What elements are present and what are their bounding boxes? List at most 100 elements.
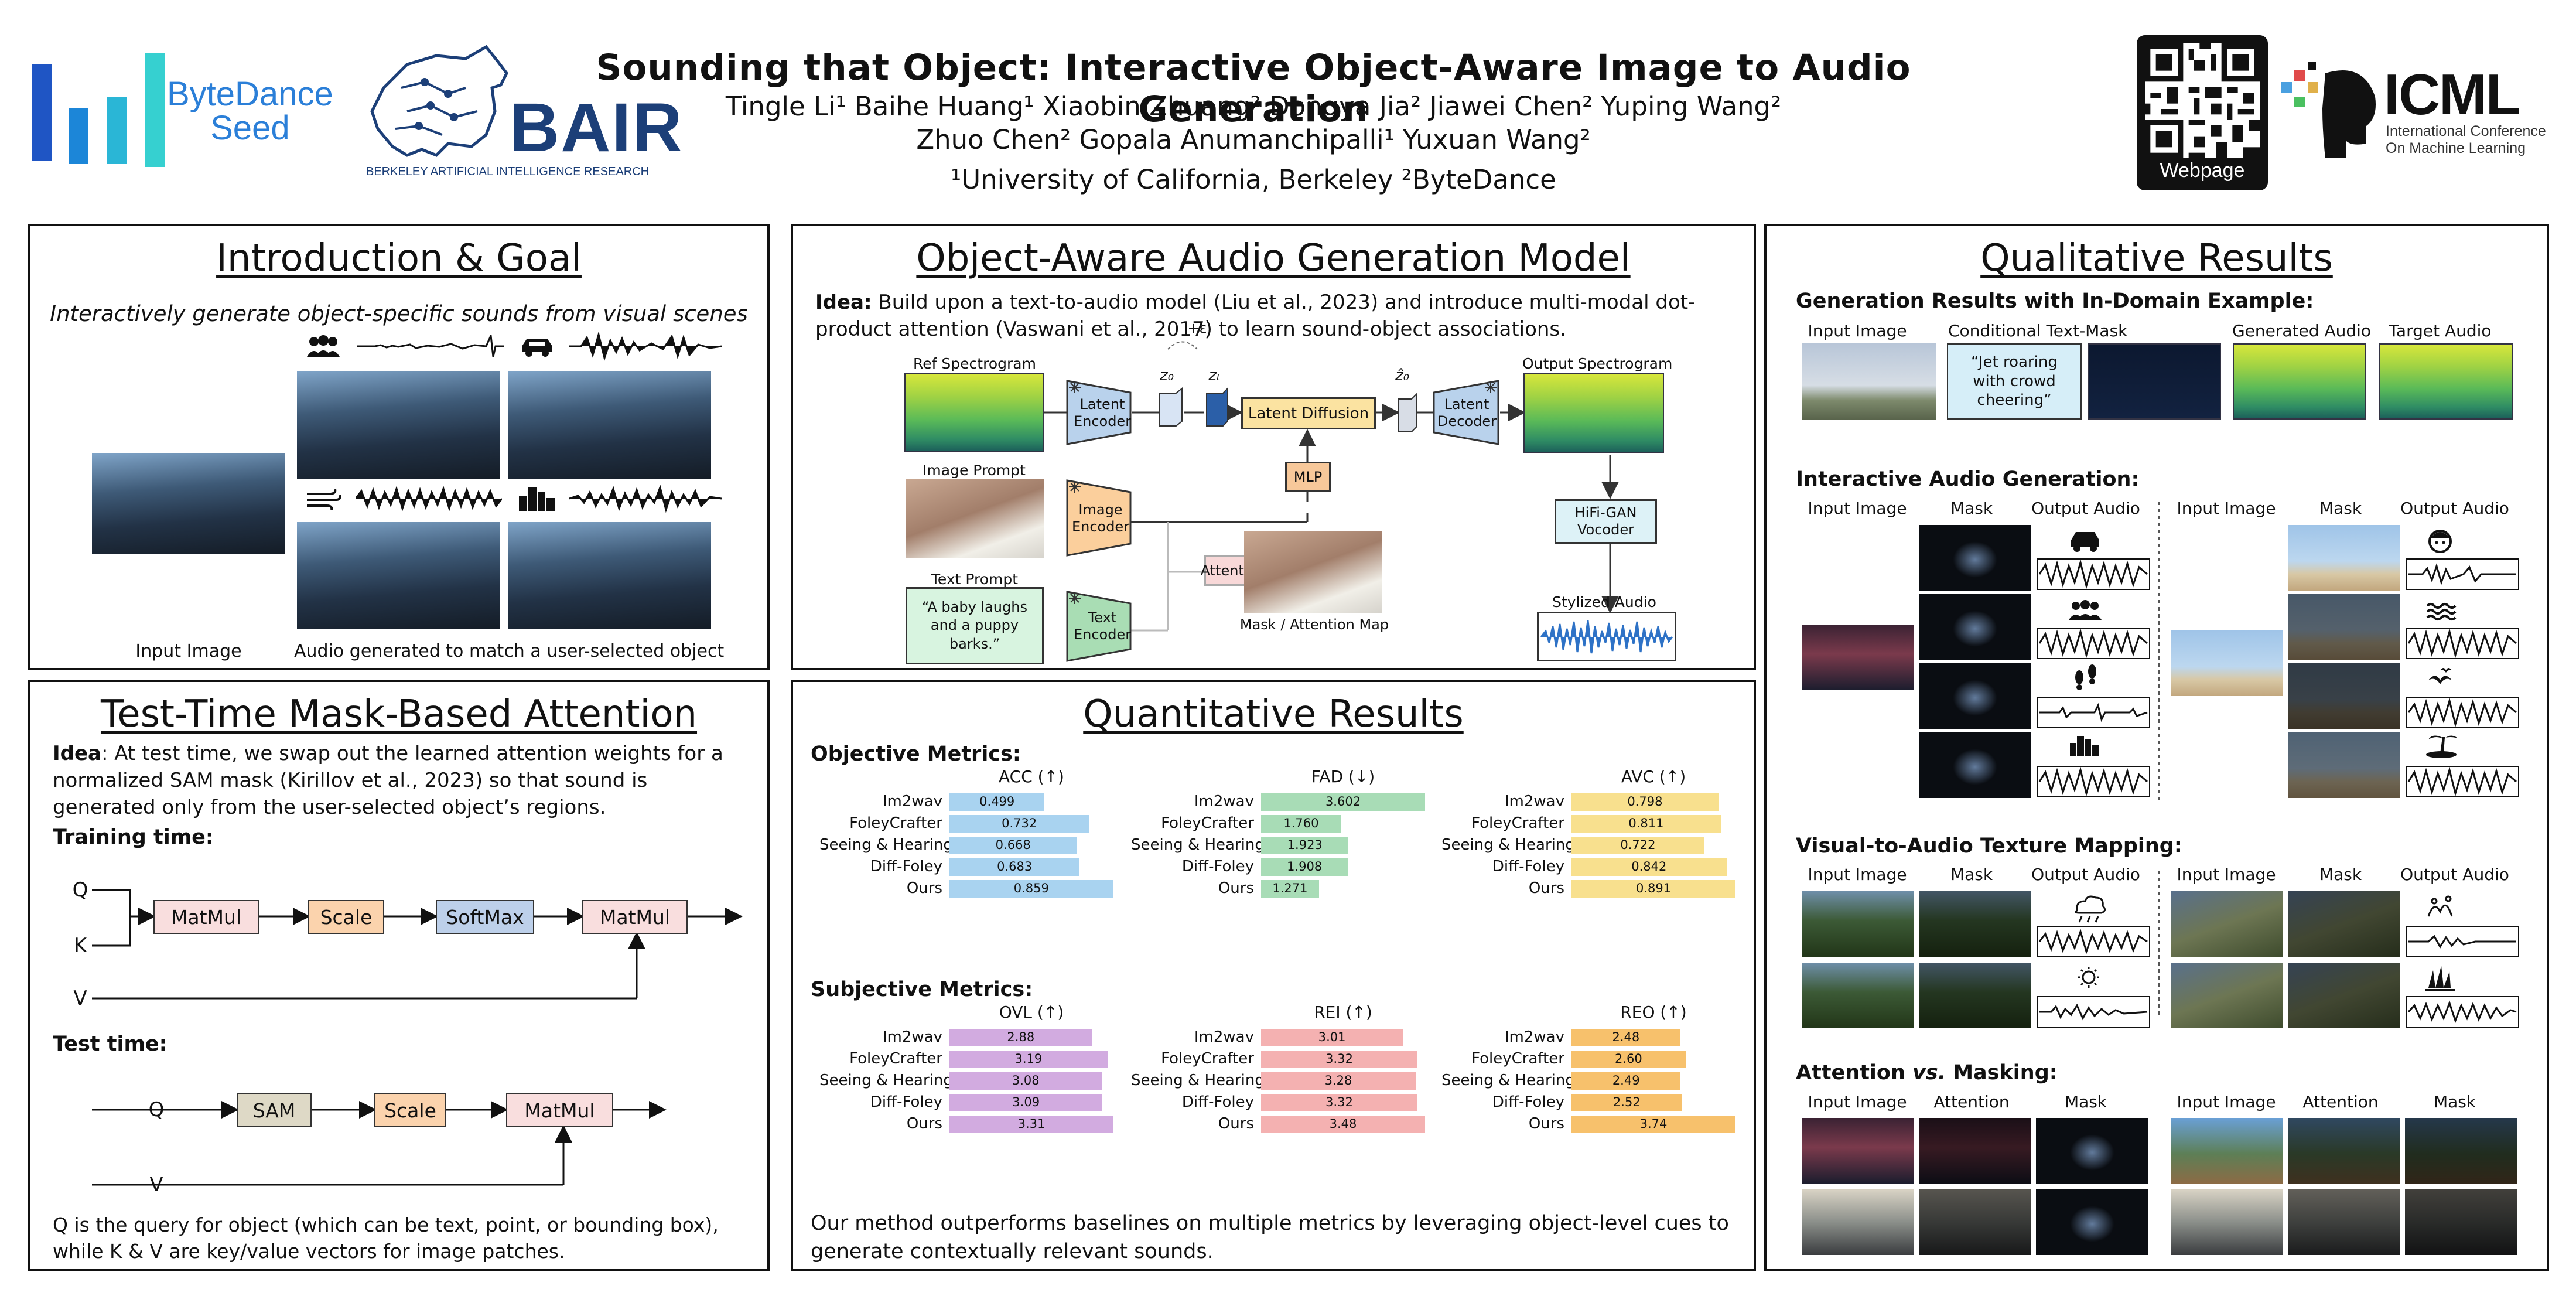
image-encoder-block — [1066, 479, 1132, 557]
snowflake-icon — [1485, 381, 1497, 393]
bar-category-label: Diff-Foley — [1492, 1093, 1564, 1111]
icml-subtitle: International Conference On Machine Lear… — [2386, 123, 2546, 156]
attn-mask-3 — [2405, 1118, 2517, 1184]
bar-category-label: Ours — [1218, 1115, 1254, 1133]
bar-value-label: 0.891 — [1635, 881, 1672, 895]
bair-text: BAIR — [510, 89, 684, 166]
bar-value-label: 2.52 — [1612, 1095, 1641, 1109]
gen-text-condition: “Jet roaring with crowd cheering” — [1947, 343, 2082, 420]
bar-value-label: 0.668 — [995, 838, 1031, 852]
intro-image-4 — [508, 522, 711, 629]
bytedance-bars-icon — [32, 53, 165, 167]
image-prompt-label: Image Prompt — [923, 462, 1026, 479]
bar-value-label: 2.88 — [1007, 1030, 1035, 1044]
attn-mask-2 — [2036, 1189, 2148, 1255]
intro-image-3 — [297, 522, 500, 629]
webpage-qr-code[interactable]: Webpage — [2137, 35, 2268, 190]
bar-category-label: Im2wav — [882, 793, 942, 810]
gen-generated-audio — [2233, 343, 2366, 420]
inter-input-left — [1802, 625, 1914, 690]
introduction-tagline: Interactively generate object-specific s… — [50, 301, 748, 326]
city-icon — [519, 487, 555, 511]
bar-category-label: Seeing & Hearing — [1131, 836, 1265, 854]
intro-waveform-2 — [569, 332, 722, 361]
bar-value-label: 3.32 — [1325, 1052, 1353, 1066]
bar — [949, 1072, 1102, 1090]
model-panel: Object-Aware Audio Generation Model Idea… — [791, 224, 1756, 670]
bar-value-label: 3.31 — [1017, 1117, 1046, 1131]
bar-category-label: Seeing & Hearing — [1441, 1072, 1575, 1089]
bar — [949, 815, 1089, 833]
bar-category-label: Seeing & Hearing — [1441, 836, 1575, 854]
bair-logo: BAIR BERKELEY ARTIFICIAL INTELLIGENCE RE… — [366, 41, 682, 187]
model-title: Object-Aware Audio Generation Model — [916, 237, 1631, 280]
bar-category-label: FoleyCrafter — [1161, 1050, 1254, 1068]
bar-value-label: 3.32 — [1325, 1095, 1353, 1109]
attn-input-1 — [1802, 1118, 1914, 1184]
bar-value-label: 0.842 — [1631, 860, 1667, 874]
eps-label: +ε — [1187, 320, 1207, 336]
bar-value-label: 3.28 — [1324, 1073, 1352, 1087]
intro-waveform-3 — [356, 486, 502, 512]
bear-icon — [370, 45, 508, 157]
quantitative-title: Quantitative Results — [1083, 693, 1464, 736]
bar — [1571, 858, 1727, 876]
bar-value-label: 3.74 — [1639, 1117, 1668, 1131]
bar-value-label: 0.798 — [1627, 794, 1663, 809]
bar — [949, 1051, 1108, 1068]
bar-category-label: FoleyCrafter — [849, 1050, 942, 1068]
stylized-audio-label: Stylized Audio — [1552, 594, 1656, 611]
intro-image-2 — [508, 371, 711, 479]
texture-icons-waves — [2037, 895, 2519, 1028]
bar-category-label: FoleyCrafter — [849, 814, 942, 832]
bar — [949, 1116, 1113, 1133]
image-encoder-label: Image Encoder — [1071, 502, 1130, 535]
bar-value-label: 3.09 — [1012, 1095, 1040, 1109]
bar — [1571, 815, 1721, 833]
birds-icon — [2428, 668, 2452, 684]
mlp-block: MLP — [1285, 462, 1331, 492]
gen-input-image — [1802, 343, 1936, 420]
text-prompt-box: “A baby laughs and a puppy barks.” — [906, 587, 1044, 664]
texture-col-audio-left: Output Audio — [2031, 865, 2140, 884]
output-latent-cube — [1398, 393, 1417, 432]
train-v-label: V — [73, 987, 87, 1010]
city-icon — [2070, 736, 2099, 756]
bar-value-label: 3.602 — [1325, 794, 1361, 809]
output-spectrogram-label: Output Spectrogram — [1522, 355, 1673, 372]
bar — [1261, 858, 1348, 876]
bar-value-label: 0.811 — [1628, 816, 1664, 830]
bar-category-label: Seeing & Hearing — [819, 836, 953, 854]
chart-title: OVL (↑) — [999, 1002, 1064, 1022]
qualitative-title: Qualitative Results — [1980, 237, 2333, 280]
attn-attention-1 — [1919, 1118, 2031, 1184]
hifigan-block: HiFi-GAN Vocoder — [1555, 499, 1657, 544]
snowflake-icon — [1069, 592, 1081, 604]
quantitative-conclusion: Our method outperforms baselines on mult… — [811, 1212, 1729, 1264]
inter-mask-left-4 — [1919, 732, 2031, 798]
zt-label: zₜ — [1208, 367, 1221, 384]
bar — [949, 858, 1080, 876]
bar-category-label: Seeing & Hearing — [1131, 1072, 1265, 1089]
qr-label: Webpage — [2160, 159, 2245, 182]
bar — [1571, 793, 1719, 811]
testtime-idea: Idea: At test time, we swap out the lear… — [53, 742, 723, 819]
latent-diffusion-block: Latent Diffusion — [1241, 397, 1376, 429]
bar — [1571, 1029, 1680, 1046]
z0-label: z₀ — [1159, 367, 1174, 384]
bar-value-label: 0.683 — [997, 860, 1033, 874]
inter-mask-left-3 — [1919, 663, 2031, 729]
generation-title: Generation Results with In-Domain Exampl… — [1796, 289, 2314, 313]
bar — [949, 1094, 1103, 1111]
waves-icon — [2426, 603, 2457, 620]
inter-col-mask-left: Mask — [1950, 499, 1993, 518]
bar-value-label: 2.48 — [1612, 1030, 1640, 1044]
sun-icon — [2078, 967, 2099, 988]
bar-category-label: Ours — [906, 879, 942, 897]
mask-map-label: Mask / Attention Map — [1239, 616, 1389, 633]
attention-vs-masking-title: Attention vs. Masking: — [1796, 1061, 2058, 1085]
bar-category-label: FoleyCrafter — [1471, 1050, 1564, 1068]
subjective-metrics-label: Subjective Metrics: — [811, 978, 1033, 1001]
bar — [949, 837, 1077, 854]
bar-category-label: Im2wav — [882, 1028, 942, 1046]
